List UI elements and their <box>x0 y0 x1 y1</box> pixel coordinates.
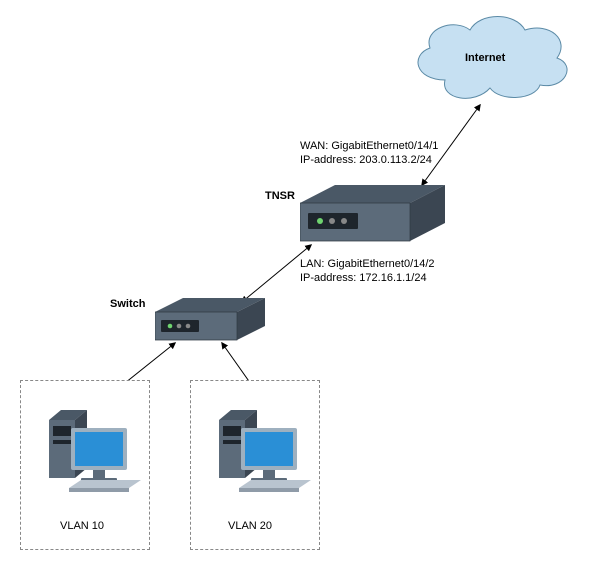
pc-icon <box>21 381 151 521</box>
pc-icon <box>191 381 321 521</box>
vlan10-label: VLAN 10 <box>60 520 104 532</box>
tnsr-label: TNSR <box>265 190 295 202</box>
wan-line2: IP-address: 203.0.113.2/24 <box>300 154 432 166</box>
switch-device <box>155 298 265 346</box>
internet-label: Internet <box>465 52 505 64</box>
lan-line1: LAN: GigabitEthernet0/14/2 <box>300 258 435 270</box>
switch-label: Switch <box>110 298 145 310</box>
lan-line2: IP-address: 172.16.1.1/24 <box>300 272 427 284</box>
wan-line1: WAN: GigabitEthernet0/14/1 <box>300 140 438 152</box>
tnsr-device <box>300 185 445 247</box>
vlan20-label: VLAN 20 <box>228 520 272 532</box>
